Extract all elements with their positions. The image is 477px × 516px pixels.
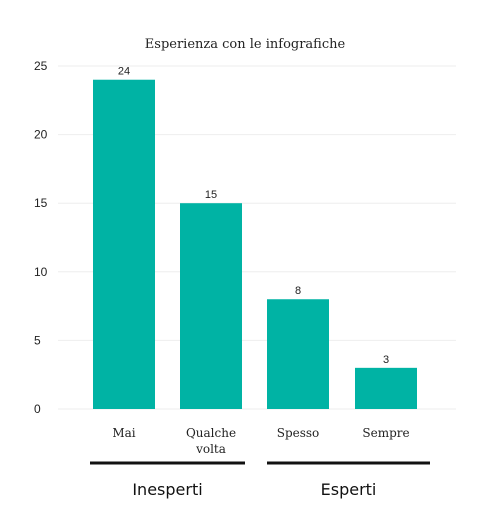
x-tick-label: Sempre — [362, 426, 409, 440]
data-label: 3 — [383, 354, 389, 366]
x-tick-label: Spesso — [277, 426, 320, 440]
x-tick-label: Qualche volta — [186, 426, 236, 456]
bars — [93, 79, 417, 409]
y-tick-label: 10 — [34, 265, 48, 279]
x-tick-label-line: Spesso — [277, 426, 320, 440]
x-tick-label-line: Sempre — [362, 426, 409, 440]
y-tick-label: 5 — [34, 333, 41, 347]
x-tick-label-line: Qualche — [186, 426, 236, 440]
category-groups: Inesperti Esperti — [90, 461, 430, 499]
bar — [180, 203, 242, 409]
x-tick-label-line: volta — [195, 442, 226, 456]
y-tick-label: 0 — [34, 402, 41, 416]
bar — [355, 367, 417, 409]
y-tick-label: 20 — [34, 128, 48, 142]
group-label: Esperti — [321, 480, 377, 499]
data-label: 15 — [205, 189, 217, 201]
group-label: Inesperti — [132, 480, 202, 499]
bar — [93, 79, 155, 409]
chart-title: Esperienza con le infografiche — [145, 37, 346, 52]
data-label: 8 — [295, 285, 301, 297]
y-tick-label: 15 — [34, 196, 48, 210]
data-label: 24 — [118, 66, 130, 78]
y-tick-label: 25 — [34, 59, 48, 73]
y-axis-ticks: 0 5 10 15 20 25 — [34, 59, 48, 416]
x-tick-label: Mai — [112, 426, 135, 440]
data-labels: 24 15 8 3 — [118, 66, 389, 366]
x-axis-ticks: Mai Qualche volta Spesso Sempre — [112, 426, 409, 456]
x-tick-label-line: Mai — [112, 426, 135, 440]
bar — [267, 299, 329, 409]
